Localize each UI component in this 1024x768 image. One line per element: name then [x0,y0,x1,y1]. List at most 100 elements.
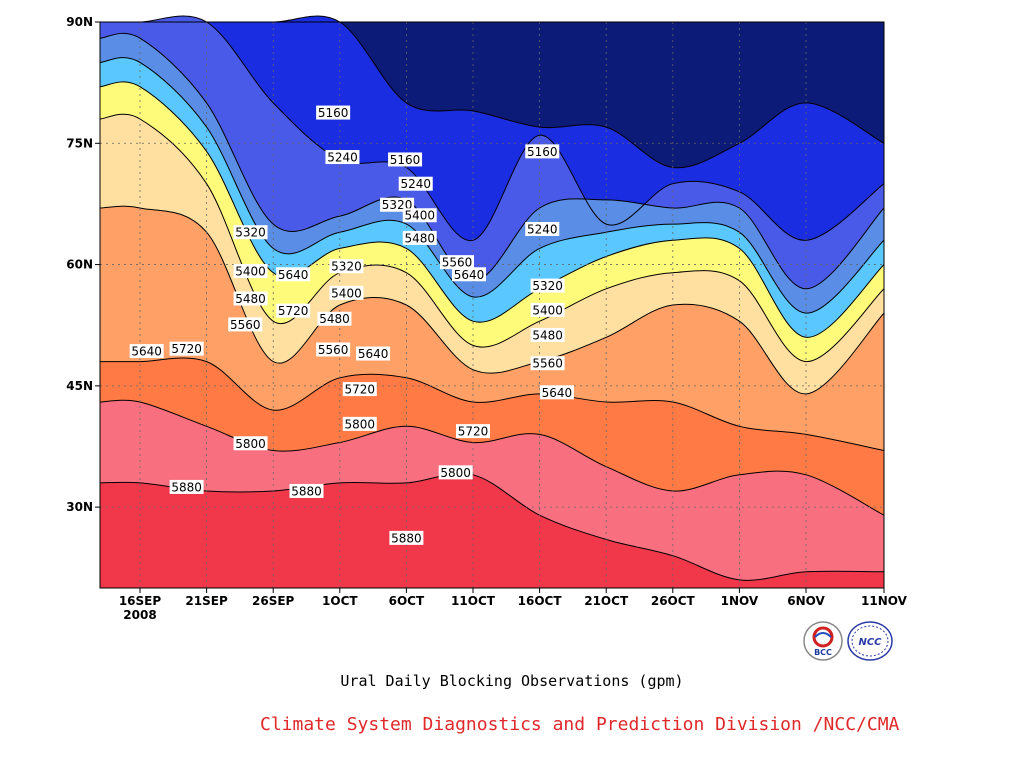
contour-label-box [389,530,424,545]
contour-label: 5720 [345,383,376,397]
contour-label: 5560 [532,357,563,371]
contour-label-box [317,311,352,326]
contour-label-box [530,356,565,371]
plot-frame [99,21,885,589]
contour-label: 5880 [391,531,422,545]
contour-labels: 5160 5240 5160 5240 5320 5160 5240 5320 5400 5480… [129,105,574,545]
contour-label: 5400 [331,286,362,300]
x-tick-label: 6OCT [389,594,425,608]
contour-label: 5800 [235,437,266,451]
contour-label-box [169,341,204,356]
contour-label-box [342,416,377,431]
contour-label-box [356,346,391,361]
contour-label: 5640 [542,386,573,400]
y-tick-label: 90N [66,15,93,29]
contour-5560 [99,113,885,363]
contour-label-box [233,225,268,240]
contour-label: 5720 [171,342,202,356]
contour-label: 5640 [358,347,389,361]
contour-label-box [233,264,268,279]
contour-label: 5640 [454,268,485,282]
contour-label-box [440,255,475,270]
contour-label-box [402,230,437,245]
contour-label: 5800 [345,417,376,431]
x-tick-label: 26SEP [252,594,295,608]
band-above-5880 [100,473,884,588]
x-axis: 16SEP 21SEP 26SEP 1OCT 6OCT 11OCT 16OCT 21OCT 26… [119,588,908,622]
contour-label: 5400 [404,209,435,223]
contour-label-box [438,465,473,480]
contour-label: 5480 [319,312,350,326]
contour-label: 5320 [532,279,563,293]
contour-label-box [380,197,415,212]
contour-label: 5880 [171,480,202,494]
contour-label: 5320 [235,226,266,240]
contour-label: 5480 [404,231,435,245]
contour-label-box [388,152,423,167]
contour-label-box [289,483,324,498]
y-tick-label: 30N [66,500,93,514]
x-tick-label: 11NOV [861,594,908,608]
contour-label: 5320 [331,260,362,274]
contour-label-box [228,317,263,332]
contour-label: 5160 [390,153,421,167]
chart-title: Ural Daily Blocking Observations (gpm) [340,672,684,690]
contour-label-box [329,259,364,274]
x-tick-label: 21SEP [185,594,228,608]
contour-fills [100,16,884,589]
contour-label: 5240 [327,151,358,165]
contour-label-box [316,105,351,120]
x-year-label: 2008 [123,608,156,622]
contour-label: 5560 [442,256,473,270]
contour-label-box [276,267,311,282]
x-tick-label: 1NOV [721,594,759,608]
bcc-logo: BCC [802,620,844,662]
contour-label-box [530,278,565,293]
contour-label: 5400 [235,265,266,279]
contour-label-box [530,327,565,342]
contour-label: 5720 [458,425,489,439]
contour-label: 5560 [318,343,349,357]
contour-label: 5480 [532,328,563,342]
contour-label: 5560 [230,318,261,332]
contour-label: 5240 [527,222,558,236]
x-tick-label: 11OCT [451,594,496,608]
contour-label-box [276,303,311,318]
contour-label-box [539,385,574,400]
bcc-logo-text: BCC [814,648,832,657]
contour-label-box [402,208,437,223]
contour-5640 [99,205,885,395]
contour-5480 [99,81,885,338]
contour-label: 5240 [400,177,431,191]
contour-label-box [456,424,490,439]
y-tick-label: 75N [66,136,93,150]
x-tick-label: 21OCT [584,594,629,608]
contour-label: 5640 [278,268,309,282]
contour-label-box [233,436,268,451]
footer-credit: Climate System Diagnostics and Predictio… [260,714,900,735]
contour-label-box [233,291,268,306]
contour-label: 5720 [278,304,309,318]
contour-label: 5640 [131,345,162,359]
x-tick-label: 1OCT [322,594,358,608]
contour-label: 5160 [527,145,558,159]
contour-label-box [525,221,560,236]
contour-label-box [342,382,377,397]
contour-label-box [316,342,351,357]
contour-label-box [530,302,565,317]
x-tick-label: 16SEP [119,594,162,608]
contour-label: 5160 [318,106,349,120]
contour-label: 5880 [291,484,322,498]
contour-label-box [129,344,164,359]
x-tick-label: 16OCT [518,594,563,608]
contour-label-box [329,285,364,300]
y-tick-label: 60N [66,258,93,272]
contour-label-box [169,479,204,494]
y-axis: 90N 75N 60N 45N 30N [66,15,100,514]
contour-label-box [398,176,433,191]
x-tick-label: 26OCT [651,594,696,608]
contour-label: 5800 [440,466,471,480]
ncc-logo-text: NCC [858,637,882,648]
contour-5400 [99,57,885,314]
